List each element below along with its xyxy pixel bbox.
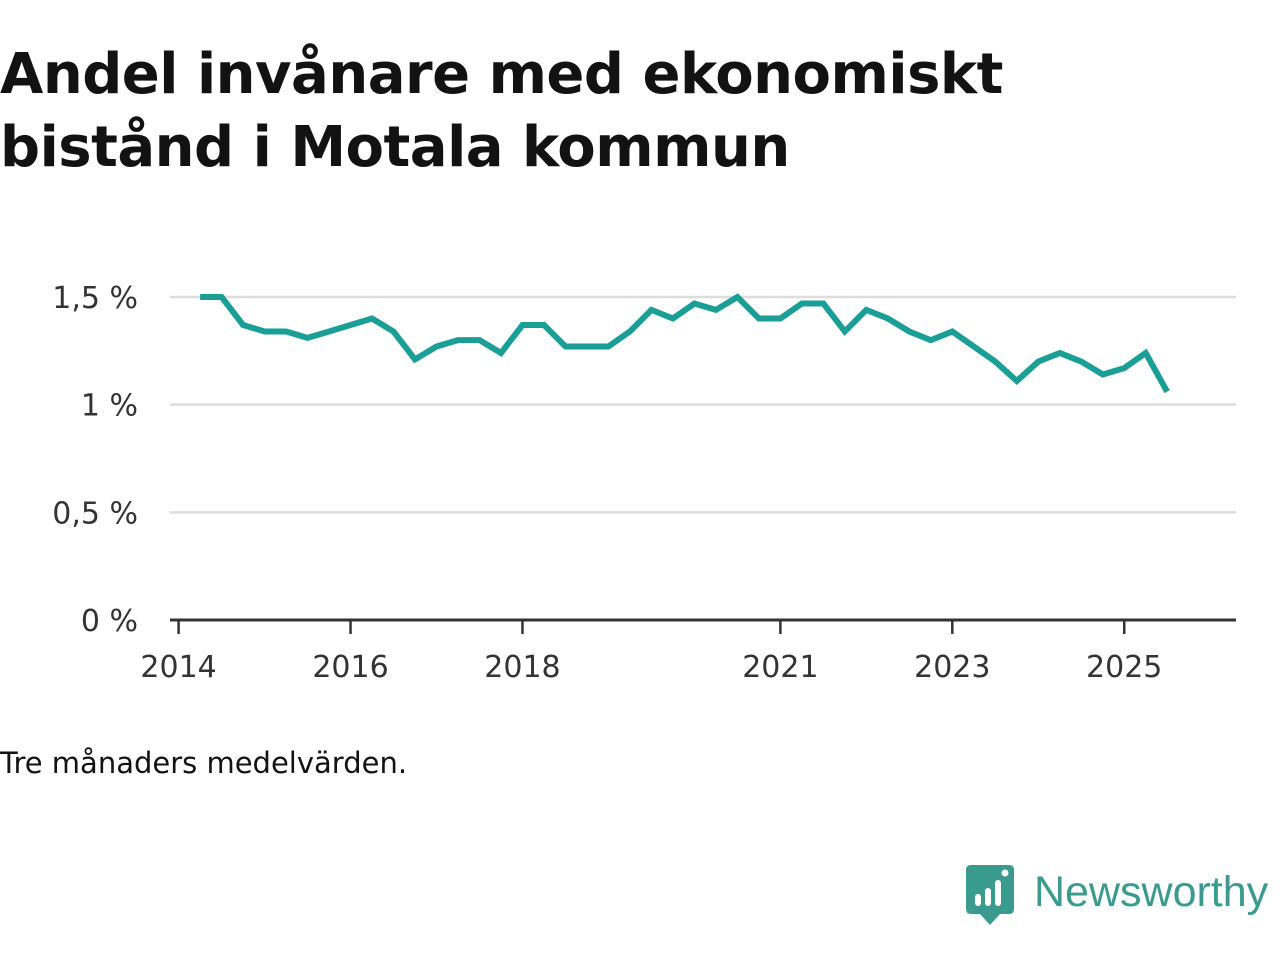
y-tick-label: 1,5 %	[52, 281, 138, 316]
brand-logo: Newsworthy	[964, 864, 1268, 928]
y-tick-label: 1 %	[81, 389, 138, 424]
chart-title: Andel invånare med ekonomiskt bistånd i …	[0, 42, 1003, 180]
logo-dot	[1001, 869, 1009, 877]
chart-note: Tre månaders medelvärden.	[0, 746, 408, 780]
x-tick-label: 2025	[1086, 650, 1162, 685]
x-tick-label: 2018	[484, 650, 560, 685]
logo-bar-1	[975, 894, 981, 906]
x-tick-label: 2014	[140, 650, 216, 685]
logo-bar-2	[985, 888, 991, 906]
x-tick-label: 2023	[914, 650, 990, 685]
y-tick-label: 0,5 %	[52, 496, 138, 531]
x-tick-label: 2021	[742, 650, 818, 685]
x-tick-label: 2016	[312, 650, 388, 685]
series	[200, 293, 1170, 394]
newsworthy-logo-icon	[966, 865, 1014, 925]
series-line	[200, 293, 1170, 394]
line-chart: 0 % 0,5 % 1 % 1,5 % 2014 2016 2018 2021 2023 202…	[52, 281, 1236, 685]
x-axis: 2014 2016 2018 2021 2023 2025	[140, 620, 1162, 685]
y-tick-label: 0 %	[81, 604, 138, 639]
brand-name: Newsworthy	[1034, 867, 1269, 916]
logo-bar-3	[995, 880, 1001, 906]
y-axis: 0 % 0,5 % 1 % 1,5 %	[52, 281, 138, 639]
gridlines	[170, 295, 1236, 514]
